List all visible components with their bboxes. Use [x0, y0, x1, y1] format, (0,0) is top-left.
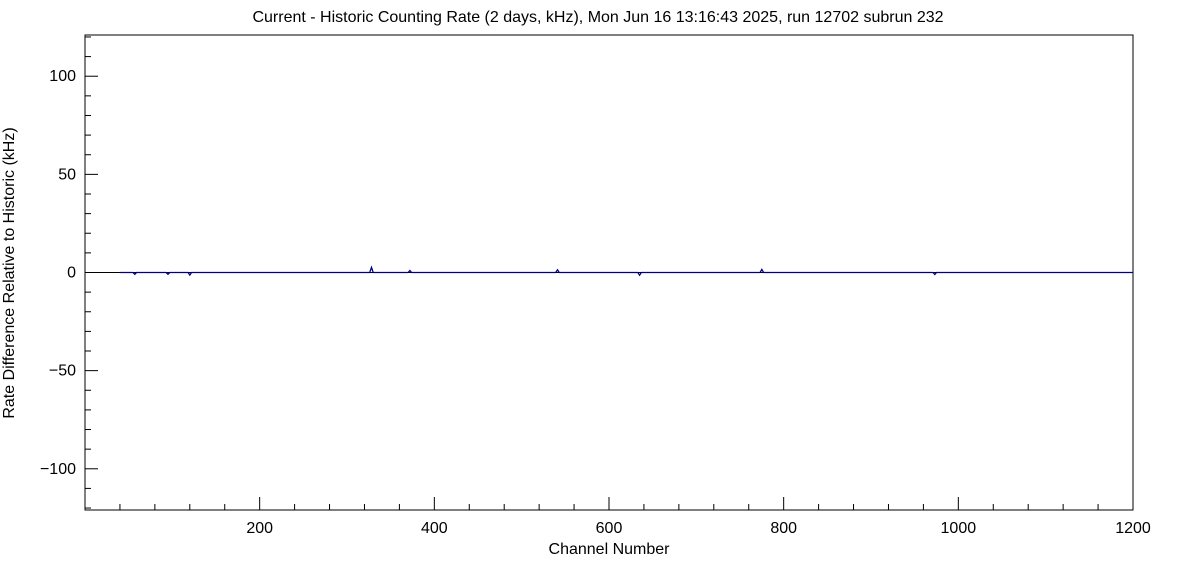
data-series-line [119, 265, 1133, 277]
x-tick-label: 200 [246, 520, 273, 537]
y-axis-label: Rate Difference Relative to Historic (kH… [1, 127, 18, 418]
y-tick-label: 100 [49, 68, 76, 85]
y-tick-label: 0 [67, 265, 76, 282]
x-tick-label: 600 [596, 520, 623, 537]
y-tick-label: −50 [49, 363, 76, 380]
x-tick-label: 800 [770, 520, 797, 537]
y-tick-label: 50 [58, 166, 76, 183]
x-axis-label: Channel Number [549, 541, 671, 558]
x-tick-label: 1200 [1115, 520, 1151, 537]
x-tick-label: 1000 [941, 520, 977, 537]
x-tick-label: 400 [421, 520, 448, 537]
chart-title: Current - Historic Counting Rate (2 days… [252, 9, 943, 26]
plot-area: 200 400 600 800 1000 1200 100 50 0 −50 −100 [40, 34, 1151, 537]
y-tick-label: −100 [40, 461, 76, 478]
